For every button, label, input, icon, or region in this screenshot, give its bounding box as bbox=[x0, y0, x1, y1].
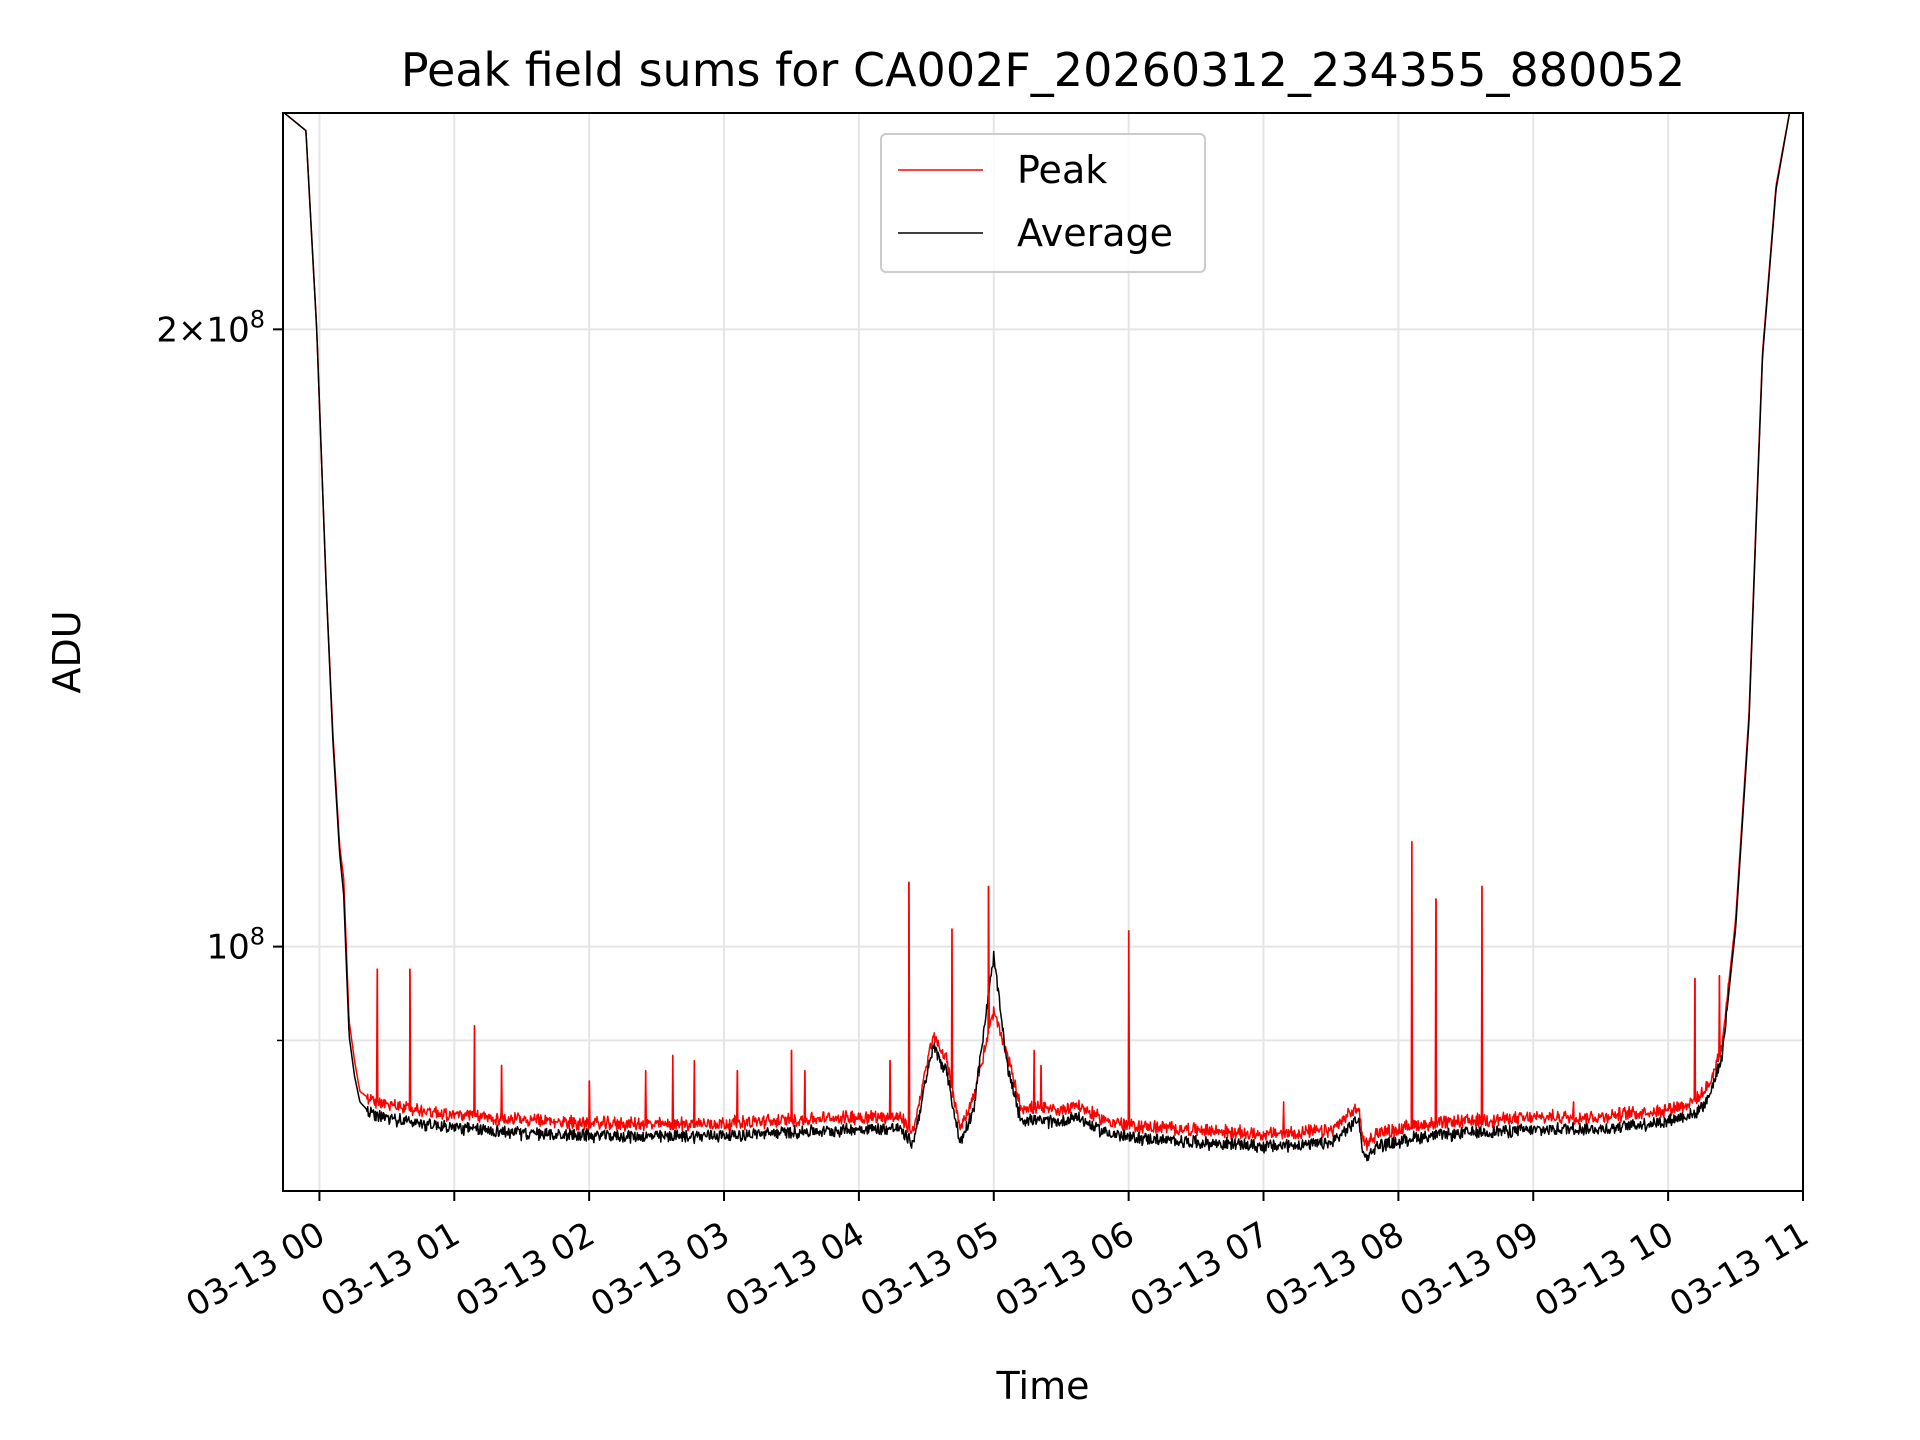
plot-area-frame bbox=[282, 112, 1804, 1192]
legend-label-peak: Peak bbox=[1017, 148, 1107, 192]
chart-title: Peak field sums for CA002F_20260312_2343… bbox=[401, 43, 1685, 97]
series-line-peak bbox=[283, 113, 1801, 1151]
legend-label-average: Average bbox=[1017, 211, 1173, 255]
legend-box bbox=[880, 133, 1206, 273]
series-line-average bbox=[283, 113, 1801, 1162]
series-layer bbox=[283, 113, 1801, 1162]
y-axis-label: ADU bbox=[45, 610, 89, 693]
y-tick-label-0: 108 bbox=[206, 923, 265, 968]
y-tick-label-1: 2×108 bbox=[156, 305, 265, 350]
x-axis-label: Time bbox=[996, 1364, 1090, 1408]
y-axis-ticks: 108 2×108 bbox=[156, 305, 283, 1042]
legend: Peak Average bbox=[880, 133, 1206, 273]
grid bbox=[283, 113, 1803, 1191]
